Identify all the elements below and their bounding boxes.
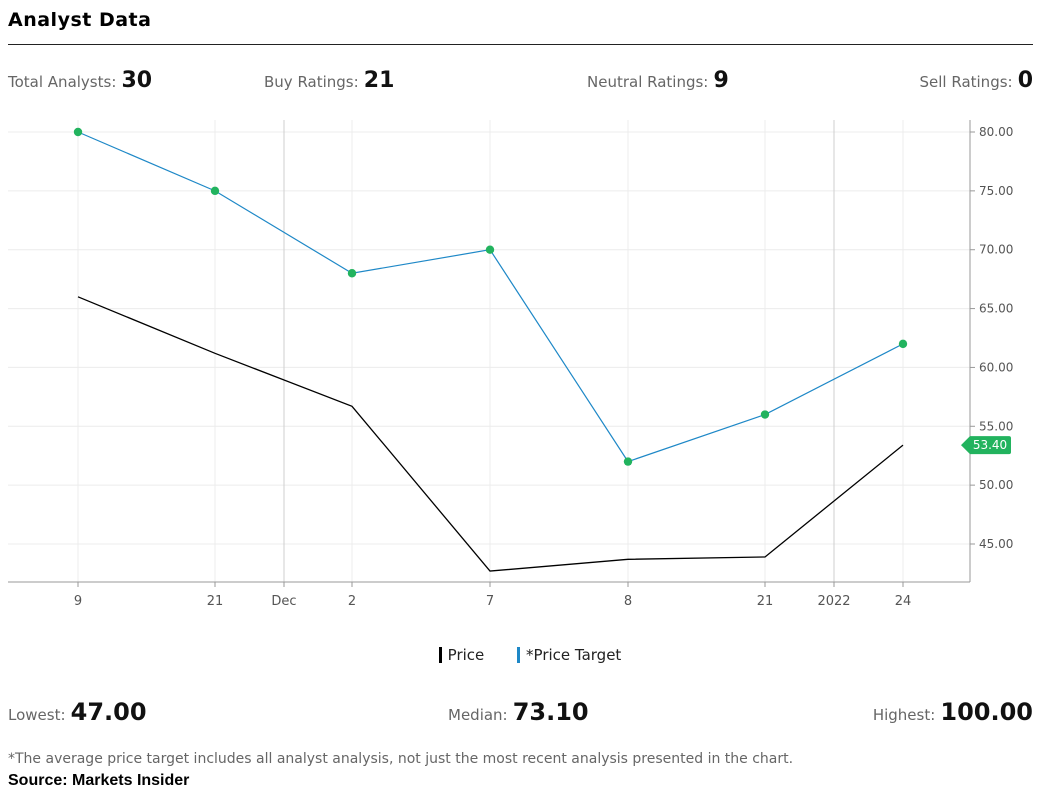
price-target-point [485, 245, 495, 254]
legend-label-price: Price [447, 646, 485, 664]
stat-label: Total Analysts: [8, 73, 117, 91]
x-tick-label: 24 [895, 594, 912, 609]
x-tick-label: 9 [74, 594, 82, 609]
y-tick-label: 60.00 [979, 360, 1013, 374]
stat-sell-ratings: Sell Ratings: 0 [920, 68, 1034, 93]
current-price-flag [961, 436, 1011, 455]
stat-label: Sell Ratings: [919, 73, 1013, 91]
y-tick-label: 65.00 [979, 302, 1013, 316]
y-tick-label: 55.00 [979, 419, 1013, 433]
x-tick-label: 2022 [817, 594, 850, 609]
stat-value: 21 [363, 68, 395, 93]
range-highest-value: 100.00 [940, 698, 1033, 726]
stat-neutral-ratings: Neutral Ratings: 9 [587, 68, 729, 93]
y-tick-label: 50.00 [979, 478, 1013, 492]
range-median-value: 73.10 [512, 698, 589, 726]
x-tick-label: 21 [757, 594, 774, 609]
y-tick-label: 80.00 [979, 125, 1013, 139]
price-target-point [623, 457, 633, 466]
stat-total-analysts: Total Analysts: 30 [8, 68, 152, 93]
y-tick-label: 70.00 [979, 243, 1013, 257]
legend-swatch-price-target [517, 647, 521, 663]
range-median-label: Median: [448, 706, 508, 724]
legend-item-price: Price [438, 646, 485, 664]
title-divider [8, 44, 1033, 45]
range-highest-label: Highest: [872, 706, 936, 724]
y-tick-label: 75.00 [979, 184, 1013, 198]
range-lowest: Lowest: 47.00 [8, 698, 147, 726]
price-target-point [898, 339, 908, 349]
range-median: Median: 73.10 [448, 698, 589, 726]
current-price-label: 53.40 [973, 438, 1007, 452]
price-target-point [73, 127, 83, 137]
source-credit: Source: Markets Insider [8, 772, 190, 789]
legend-item-price-target: *Price Target [517, 646, 621, 664]
x-tick-label: 7 [486, 594, 494, 609]
legend-label-price-target: *Price Target [526, 646, 622, 664]
price-target-point [347, 269, 357, 278]
stat-value: 30 [121, 68, 153, 93]
x-tick-label: 8 [624, 594, 632, 609]
stat-buy-ratings: Buy Ratings: 21 [264, 68, 394, 93]
range-highest: Highest: 100.00 [873, 698, 1033, 726]
price-target-point [210, 186, 220, 196]
x-tick-label: 21 [207, 594, 224, 609]
price-target-point [760, 410, 770, 419]
x-tick-label: 2 [348, 594, 356, 609]
price-target-chart: 9 21 Dec 2 7 8 21 2022 24 80.00 75.00 70.00 65.00 60… [8, 120, 1013, 609]
page-title: Analyst Data [8, 9, 152, 31]
stat-label: Neutral Ratings: [587, 73, 709, 91]
range-lowest-value: 47.00 [70, 698, 147, 726]
y-tick-label: 45.00 [979, 537, 1013, 551]
legend-swatch-price [438, 647, 442, 663]
x-tick-label: Dec [271, 594, 296, 609]
price-line [77, 296, 904, 572]
stat-label: Buy Ratings: [264, 73, 359, 91]
footnote: *The average price target includes all a… [8, 751, 794, 767]
chart-legend: Price *Price Target [0, 646, 1060, 664]
range-lowest-label: Lowest: [8, 706, 66, 724]
stat-value: 0 [1017, 68, 1033, 93]
stat-value: 9 [713, 68, 729, 93]
